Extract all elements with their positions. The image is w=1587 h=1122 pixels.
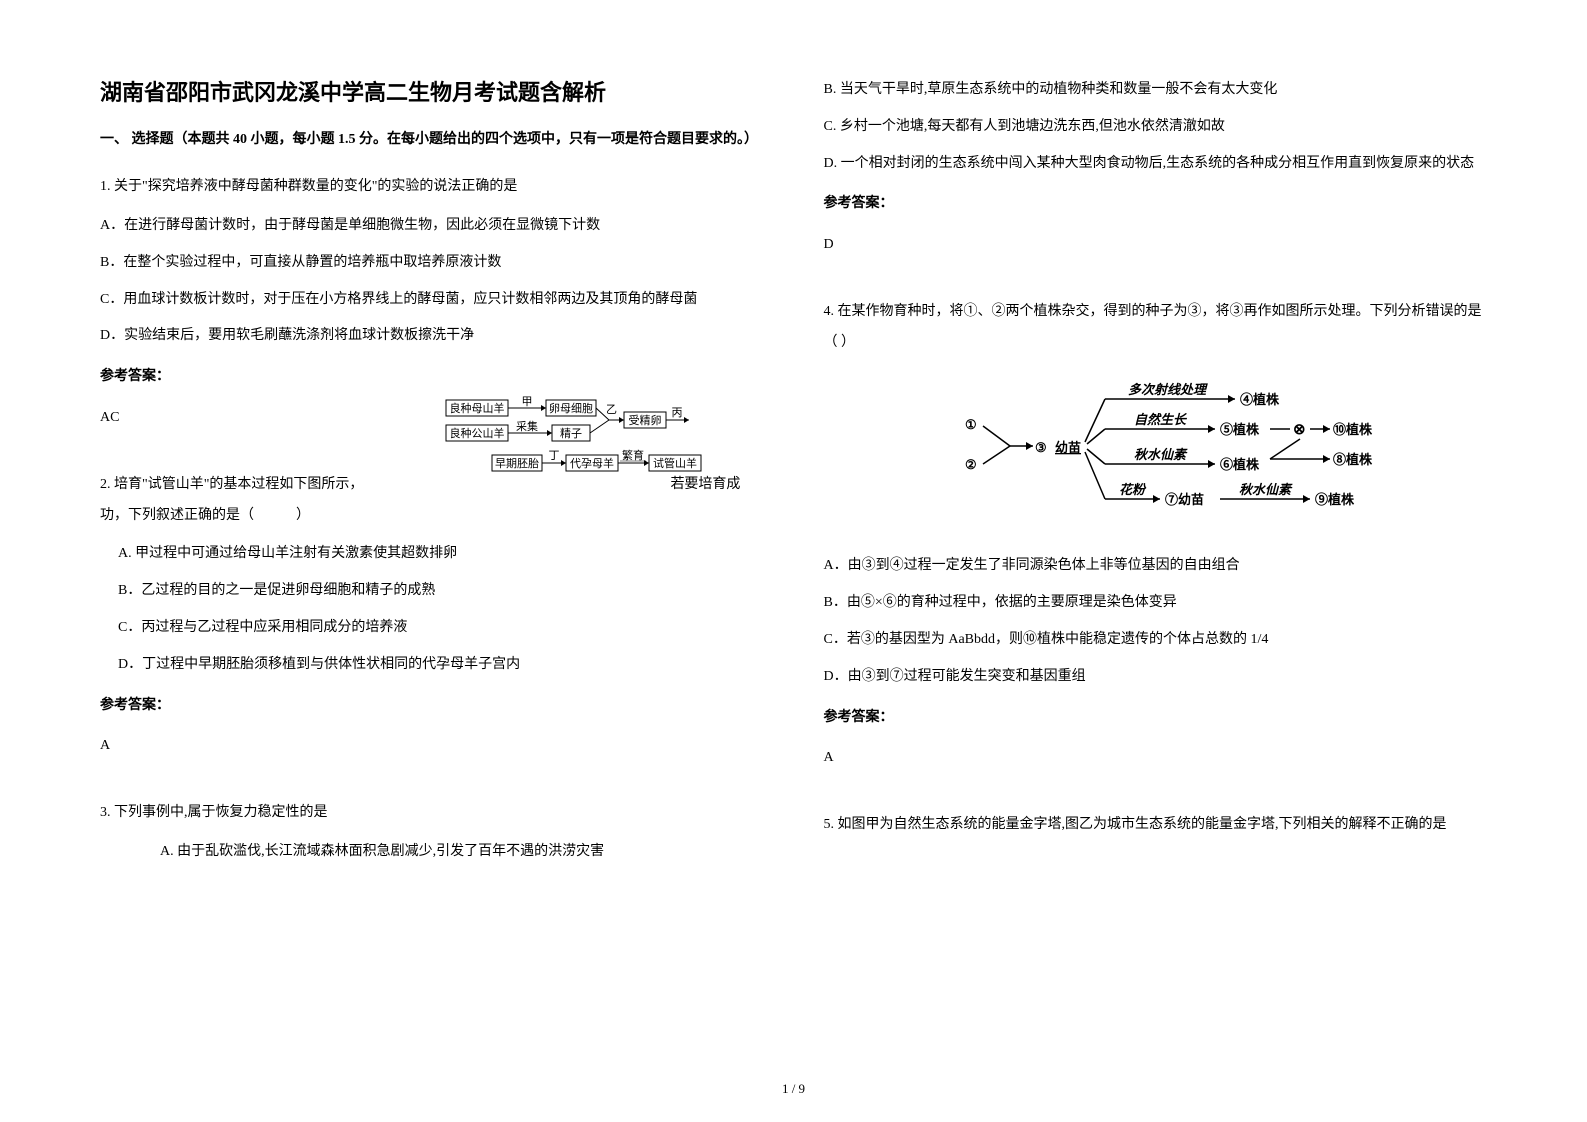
- diagram-label: 丁: [548, 450, 559, 462]
- diagram-label: ③: [1035, 440, 1047, 455]
- diagram-label: ②: [965, 457, 977, 472]
- diagram-label: 采集: [516, 419, 538, 433]
- section-header: 一、 选择题（本题共 40 小题，每小题 1.5 分。在每小题给出的四个选项中，…: [100, 127, 764, 152]
- diagram-label: ⑤植株: [1220, 422, 1260, 437]
- diagram-label: ⑨植株: [1315, 492, 1355, 507]
- question-2: 良种母山羊 卵母细胞 良种公山羊 精子 甲 采集: [100, 470, 764, 780]
- q4-answer: A: [824, 743, 1488, 774]
- question-5-start: 5. 如图甲为自然生态系统的能量金字塔,图乙为城市生态系统的能量金字塔,下列相关…: [824, 810, 1488, 849]
- q1-option-a: A．在进行酵母菌计数时，由于酵母菌是单细胞微生物，因此必须在显微镜下计数: [100, 211, 764, 242]
- diagram-label: 花粉: [1119, 482, 1147, 497]
- question-3-cont: B. 当天气干旱时,草原生态系统中的动植物种类和数量一般不会有太大变化 C. 乡…: [824, 75, 1488, 279]
- q2-option-b: B．乙过程的目的之一是促进卵母细胞和精子的成熟: [100, 576, 764, 607]
- q2-option-a: A. 甲过程中可通过给母山羊注射有关激素使其超数排卵: [100, 539, 764, 570]
- q3-text: 3. 下列事例中,属于恢复力稳定性的是: [100, 798, 764, 829]
- q2-option-d: D．丁过程中早期胚胎须移植到与供体性状相同的代孕母羊子宫内: [100, 650, 764, 681]
- diagram-label: 受精卵: [628, 414, 661, 427]
- diagram-label: ⑥植株: [1220, 457, 1260, 472]
- q4-text: 4. 在某作物育种时，将①、②两个植株杂交，得到的种子为③，将③再作如图所示处理…: [824, 297, 1488, 359]
- q4-option-b: B．由⑤×⑥的育种过程中，依据的主要原理是染色体变异: [824, 588, 1488, 619]
- diagram-label: ⊗: [1293, 422, 1306, 438]
- q1-option-c: C．用血球计数板计数时，对于压在小方格界线上的酵母菌，应只计数相邻两边及其顶角的…: [100, 285, 764, 316]
- q4-answer-label: 参考答案：: [824, 703, 1488, 734]
- q3-option-b: B. 当天气干旱时,草原生态系统中的动植物种类和数量一般不会有太大变化: [824, 75, 1488, 106]
- question-4: 4. 在某作物育种时，将①、②两个植株杂交，得到的种子为③，将③再作如图所示处理…: [824, 297, 1488, 792]
- q2-option-c: C．丙过程与乙过程中应采用相同成分的培养液: [100, 613, 764, 644]
- diagram-label: 秋水仙素: [1134, 447, 1188, 462]
- q3-answer-label: 参考答案：: [824, 189, 1488, 220]
- diagram-label: 丙: [671, 407, 682, 419]
- q2-flowchart-diagram: 良种母山羊 卵母细胞 良种公山羊 精子 甲 采集: [444, 395, 744, 508]
- diagram-label: 甲: [521, 396, 532, 408]
- diagram-label: 乙: [606, 403, 617, 416]
- q1-option-d: D．实验结束后，要用软毛刷蘸洗涤剂将血球计数板擦洗干净: [100, 321, 764, 352]
- q3-option-c: C. 乡村一个池塘,每天都有人到池塘边洗东西,但池水依然清澈如故: [824, 112, 1488, 143]
- diagram-label: 良种公山羊: [449, 426, 504, 440]
- q4-option-a: A．由③到④过程一定发生了非同源染色体上非等位基因的自由组合: [824, 551, 1488, 582]
- diagram-label: ⑧植株: [1333, 452, 1373, 467]
- q5-text: 5. 如图甲为自然生态系统的能量金字塔,图乙为城市生态系统的能量金字塔,下列相关…: [824, 810, 1488, 841]
- q1-text: 1. 关于"探究培养液中酵母菌种群数量的变化"的实验的说法正确的是: [100, 172, 764, 203]
- q3-option-d: D. 一个相对封闭的生态系统中闯入某种大型肉食动物后,生态系统的各种成分相互作用…: [824, 149, 1488, 180]
- question-3-start: 3. 下列事例中,属于恢复力稳定性的是 A. 由于乱砍滥伐,长江流域森林面积急剧…: [100, 798, 764, 874]
- right-column: B. 当天气干旱时,草原生态系统中的动植物种类和数量一般不会有太大变化 C. 乡…: [824, 75, 1488, 1092]
- diagram-label: 卵母细胞: [549, 402, 593, 415]
- diagram-label: 试管山羊: [653, 456, 697, 470]
- q1-option-b: B．在整个实验过程中，可直接从静置的培养瓶中取培养原液计数: [100, 248, 764, 279]
- q1-answer-label: 参考答案：: [100, 362, 764, 393]
- q2-answer: A: [100, 731, 764, 762]
- diagram-label: 幼苗: [1055, 440, 1081, 455]
- q3-answer: D: [824, 230, 1488, 261]
- diagram-label: ④植株: [1240, 392, 1280, 407]
- diagram-label: ①: [965, 417, 977, 432]
- q2-text-part1: 2. 培育"试管山羊"的基本过程如下图所示，: [100, 477, 363, 492]
- diagram-label: ⑦幼苗: [1165, 492, 1204, 507]
- diagram-label: 繁育: [622, 448, 644, 462]
- diagram-label: 多次射线处理: [1128, 382, 1208, 397]
- document-title: 湖南省邵阳市武冈龙溪中学高二生物月考试题含解析: [100, 75, 764, 107]
- left-column: 湖南省邵阳市武冈龙溪中学高二生物月考试题含解析 一、 选择题（本题共 40 小题…: [100, 75, 764, 1092]
- q4-option-c: C．若③的基因型为 AaBbdd，则⑩植株中能稳定遗传的个体占总数的 1/4: [824, 625, 1488, 656]
- diagram-label: 良种母山羊: [449, 401, 504, 415]
- diagram-label: 自然生长: [1134, 412, 1188, 427]
- q3-option-a: A. 由于乱砍滥伐,长江流域森林面积急剧减少,引发了百年不遇的洪涝灾害: [100, 837, 764, 868]
- q4-breeding-diagram: ① ② ③ 幼苗 多次射线处理 ④植株: [824, 374, 1488, 537]
- q4-option-d: D．由③到⑦过程可能发生突变和基因重组: [824, 662, 1488, 693]
- diagram-label: 秋水仙素: [1239, 482, 1293, 497]
- diagram-label: ⑩植株: [1333, 422, 1373, 437]
- diagram-label: 早期胚胎: [495, 456, 539, 470]
- q2-answer-label: 参考答案：: [100, 691, 764, 722]
- diagram-label: 代孕母羊: [570, 456, 614, 470]
- diagram-label: 精子: [560, 427, 582, 440]
- page-number: 1 / 9: [782, 1081, 805, 1097]
